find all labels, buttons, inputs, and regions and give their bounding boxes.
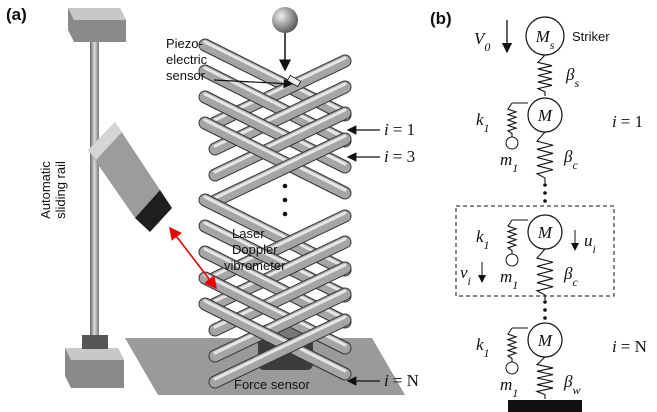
small-mass-label-sub: 1 xyxy=(512,386,518,400)
dot xyxy=(543,308,547,312)
velocity-label: V0 xyxy=(474,29,490,54)
u-label-base: u xyxy=(584,231,593,250)
striker-spring-label-sub: s xyxy=(574,76,579,90)
u-label: ui xyxy=(584,231,596,256)
index-label-eq: = N xyxy=(621,337,647,356)
spring-label-sub: 1 xyxy=(484,121,490,135)
spring xyxy=(508,103,516,137)
small-mass-label: m1 xyxy=(500,150,518,175)
small-mass-label-base: m xyxy=(500,150,512,169)
spring-label: k1 xyxy=(476,110,490,135)
small-mass-label-sub: 1 xyxy=(512,278,518,292)
spring-label-sub: 1 xyxy=(484,346,490,360)
laser-label: Doppler xyxy=(232,242,278,257)
striker-spring-label: βs xyxy=(565,65,579,90)
mass-label: M xyxy=(537,223,553,242)
index-label-var: i xyxy=(612,337,617,356)
spring-label: k1 xyxy=(476,335,490,360)
u-label-sub: i xyxy=(593,242,596,256)
coupling-label: βc xyxy=(563,147,578,172)
rail-clamp xyxy=(82,335,108,349)
laser-label: vibrometer xyxy=(224,258,286,273)
small-mass-label: m1 xyxy=(500,267,518,292)
index-label: i= 1 xyxy=(612,112,643,131)
layer-label-eq: = N xyxy=(393,371,419,390)
force-label: Force sensor xyxy=(234,377,311,392)
laser-label: Laser xyxy=(232,226,265,241)
small-mass xyxy=(506,137,518,149)
spring xyxy=(508,220,516,254)
mass-label: M xyxy=(537,331,553,350)
small-mass-label-base: m xyxy=(500,267,512,286)
dot xyxy=(543,191,547,195)
layer-label-var: i xyxy=(384,371,389,390)
coupling-label-sub: c xyxy=(572,158,578,172)
velocity-label-sub: 0 xyxy=(484,40,490,54)
layer-label-eq: = 1 xyxy=(393,120,415,139)
dot xyxy=(543,300,547,304)
coupling-label-sub: c xyxy=(572,275,578,289)
rail-base-face xyxy=(65,348,124,360)
coupling-label: βw xyxy=(563,372,580,397)
dot xyxy=(283,198,288,203)
spring xyxy=(538,55,552,96)
spring-label-sub: 1 xyxy=(484,238,490,252)
spring xyxy=(537,132,553,183)
striker-label: Striker xyxy=(572,29,610,44)
panel-label: (a) xyxy=(6,5,27,24)
mass-label: M xyxy=(537,106,553,125)
rail-pole xyxy=(90,42,99,347)
figure: (a) Automatic sliding rail Piezo- electr… xyxy=(0,0,657,412)
small-mass-label-sub: 1 xyxy=(512,161,518,175)
layer-label-var: i xyxy=(384,120,389,139)
v-label: vi xyxy=(460,263,471,288)
rail-label: sliding rail xyxy=(53,161,68,219)
small-mass-label-base: m xyxy=(500,375,512,394)
small-mass-label: m1 xyxy=(500,375,518,400)
dot xyxy=(283,212,288,217)
index-label-var: i xyxy=(612,112,617,131)
index-label: i= N xyxy=(612,337,647,356)
dot xyxy=(283,184,288,189)
coupling-label: βc xyxy=(563,264,578,289)
rail-top-face xyxy=(68,8,126,20)
layer-label: i= 3 xyxy=(384,147,415,166)
dot xyxy=(543,316,547,320)
sensor-label: sensor xyxy=(166,68,206,83)
panel-a: (a) Automatic sliding rail Piezo- electr… xyxy=(6,5,419,395)
rod-stack xyxy=(205,42,345,382)
spring-label: k1 xyxy=(476,227,490,252)
ground xyxy=(508,400,582,412)
spring xyxy=(508,328,516,362)
small-mass xyxy=(506,254,518,266)
spring xyxy=(537,249,553,300)
layer-label-var: i xyxy=(384,147,389,166)
striker-ball xyxy=(272,7,298,33)
layer-label-eq: = 3 xyxy=(393,147,415,166)
coupling-label-sub: w xyxy=(572,383,580,397)
layer-label: i= 1 xyxy=(384,120,415,139)
striker-mass-label-sub: s xyxy=(550,38,555,52)
panel-label: (b) xyxy=(430,9,452,28)
index-label-eq: = 1 xyxy=(621,112,643,131)
rail-label: Automatic xyxy=(38,161,53,219)
v-label-sub: i xyxy=(468,274,471,288)
sensor-label: Piezo- xyxy=(166,36,203,51)
dot xyxy=(543,199,547,203)
dot xyxy=(543,183,547,187)
sensor-label: electric xyxy=(166,52,208,67)
small-mass xyxy=(506,362,518,374)
striker-mass-label-base: M xyxy=(535,27,551,46)
spring xyxy=(537,357,553,399)
